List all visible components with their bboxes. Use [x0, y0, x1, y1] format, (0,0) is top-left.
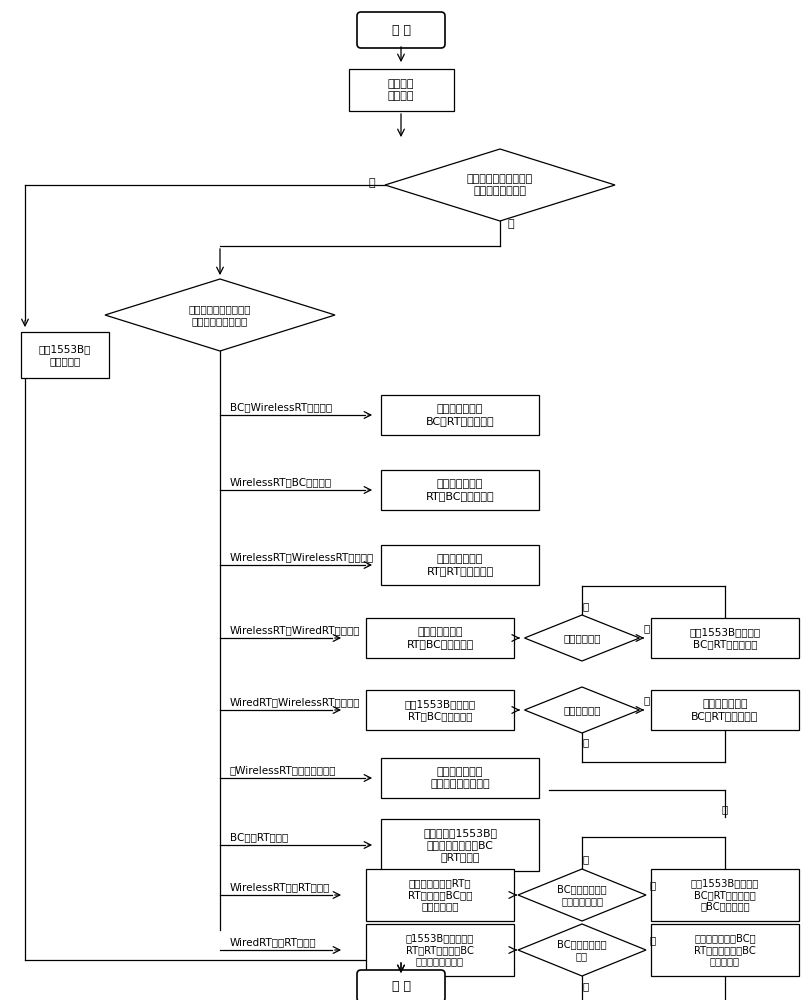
Text: 否: 否 — [644, 695, 650, 705]
Bar — [651, 618, 799, 658]
Bar — [366, 924, 514, 976]
Text: 发送或接收终端是否存
在于连接故障列表: 发送或接收终端是否存 在于连接故障列表 — [467, 174, 533, 196]
Text: WirelessRT向各RT的广播: WirelessRT向各RT的广播 — [230, 882, 330, 892]
Text: 数据传输失败: 数据传输失败 — [563, 705, 601, 715]
Bar — [366, 690, 514, 730]
Text: 否: 否 — [368, 178, 375, 188]
Polygon shape — [525, 687, 639, 733]
Text: 使用1553B总线执行
RT至BC的数据传输: 使用1553B总线执行 RT至BC的数据传输 — [404, 699, 476, 721]
Text: 结 束: 结 束 — [391, 980, 411, 992]
Polygon shape — [518, 869, 646, 921]
Text: 使用1553B总线执行
BC至RT的数据传输: 使用1553B总线执行 BC至RT的数据传输 — [690, 627, 760, 649]
Text: 数据传输失败: 数据传输失败 — [563, 633, 601, 643]
Text: WirelessRT至WiredRT数据传输: WirelessRT至WiredRT数据传输 — [230, 625, 361, 635]
Text: 查询连接
故障列表: 查询连接 故障列表 — [387, 79, 415, 101]
Text: 对WirelessRT的方式指令传输: 对WirelessRT的方式指令传输 — [230, 765, 337, 775]
Text: 是: 是 — [583, 854, 589, 864]
Text: 在无线域内执行BC至
RT的广播，广播BC
的缓存内容: 在无线域内执行BC至 RT的广播，广播BC 的缓存内容 — [694, 933, 755, 967]
Polygon shape — [385, 149, 615, 221]
Text: WiredRT至WirelessRT数据传输: WiredRT至WirelessRT数据传输 — [230, 697, 361, 707]
Bar — [381, 819, 539, 871]
Text: 是: 是 — [508, 219, 515, 229]
Text: 在无线域内执行
BC至RT的数据传输: 在无线域内执行 BC至RT的数据传输 — [426, 404, 494, 426]
Text: 在无线域内执行
RT至RT的数据传输: 在无线域内执行 RT至RT的数据传输 — [427, 554, 493, 576]
Text: BC至WirelessRT数据传输: BC至WirelessRT数据传输 — [230, 402, 332, 412]
FancyBboxPatch shape — [357, 12, 445, 48]
Bar — [381, 758, 539, 798]
Bar — [381, 395, 539, 435]
Text: 否: 否 — [650, 880, 656, 890]
Bar — [651, 924, 799, 976]
Bar — [651, 690, 799, 730]
Text: BC向各RT的广播: BC向各RT的广播 — [230, 832, 288, 842]
Polygon shape — [525, 615, 639, 661]
Text: WirelessRT至BC数据传输: WirelessRT至BC数据传输 — [230, 477, 332, 487]
Text: WiredRT向各RT的广播: WiredRT向各RT的广播 — [230, 937, 317, 947]
Bar — [366, 618, 514, 658]
Bar — [349, 69, 453, 111]
Text: 是: 是 — [583, 737, 589, 747]
Text: 使用1553B总
线传输消息: 使用1553B总 线传输消息 — [38, 344, 91, 366]
Text: 是: 是 — [722, 804, 728, 814]
Text: 在无线域内执行
BC至RT的数据传输: 在无线域内执行 BC至RT的数据传输 — [691, 699, 759, 721]
Text: 在1553B总线中执行
RT至RT的广播；BC
侦听缓存广播内容: 在1553B总线中执行 RT至RT的广播；BC 侦听缓存广播内容 — [406, 933, 474, 967]
Text: WirelessRT至WirelessRT数据传输: WirelessRT至WirelessRT数据传输 — [230, 552, 375, 562]
Text: 开 始: 开 始 — [391, 23, 411, 36]
Polygon shape — [105, 279, 335, 351]
Text: 判断发送端还是接收端
发生故障与消息类型: 判断发送端还是接收端 发生故障与消息类型 — [188, 304, 251, 326]
Bar — [381, 470, 539, 510]
Bar — [381, 545, 539, 585]
Text: 是: 是 — [583, 981, 589, 991]
Text: 在无线域和1553B总
线中同时执行方式BC
至RT的广播: 在无线域和1553B总 线中同时执行方式BC 至RT的广播 — [423, 828, 497, 862]
Text: 在无线域内执行RT至
RT的广播；BC侦听
缓存广播内容: 在无线域内执行RT至 RT的广播；BC侦听 缓存广播内容 — [407, 878, 472, 912]
Polygon shape — [518, 924, 646, 976]
Bar — [21, 332, 109, 378]
Text: BC接收到的数据
错误: BC接收到的数据 错误 — [557, 939, 607, 961]
Bar — [366, 869, 514, 921]
Text: 是: 是 — [583, 601, 589, 611]
Bar — [651, 869, 799, 921]
Text: 否: 否 — [650, 935, 656, 945]
Text: BC未侦听或者侦
听到的数据错误: BC未侦听或者侦 听到的数据错误 — [557, 884, 607, 906]
Text: 否: 否 — [644, 623, 650, 633]
Text: 在无线域内执行
方式指令传输的传输: 在无线域内执行 方式指令传输的传输 — [430, 767, 490, 789]
FancyBboxPatch shape — [357, 970, 445, 1000]
Text: 使用1553B总线执行
BC至RT的广播，广
播BC的缓存内容: 使用1553B总线执行 BC至RT的广播，广 播BC的缓存内容 — [691, 878, 759, 912]
Text: 在无线域内执行
RT至BC的数据传输: 在无线域内执行 RT至BC的数据传输 — [426, 479, 494, 501]
Text: 在无线域内执行
RT至BC的数据传输: 在无线域内执行 RT至BC的数据传输 — [407, 627, 474, 649]
